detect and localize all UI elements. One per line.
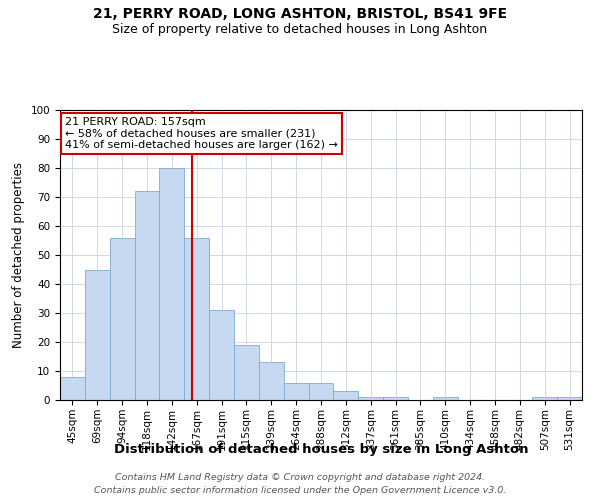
Bar (160, 168, 184, 400)
Y-axis label: Number of detached properties: Number of detached properties (12, 162, 25, 348)
Bar (85, 270, 110, 400)
Text: Distribution of detached houses by size in Long Ashton: Distribution of detached houses by size … (114, 442, 528, 456)
Bar (284, 382, 308, 400)
Bar (184, 238, 209, 400)
Text: Contains public sector information licensed under the Open Government Licence v3: Contains public sector information licen… (94, 486, 506, 495)
Bar (358, 397, 383, 400)
Text: Contains HM Land Registry data © Crown copyright and database right 2024.: Contains HM Land Registry data © Crown c… (115, 472, 485, 482)
Text: 21 PERRY ROAD: 157sqm
← 58% of detached houses are smaller (231)
41% of semi-det: 21 PERRY ROAD: 157sqm ← 58% of detached … (65, 117, 338, 150)
Bar (209, 310, 234, 400)
Text: Size of property relative to detached houses in Long Ashton: Size of property relative to detached ho… (112, 22, 488, 36)
Bar (110, 238, 134, 400)
Bar (234, 345, 259, 400)
Bar (60, 377, 85, 400)
Bar (308, 382, 334, 400)
Bar (259, 362, 284, 400)
Bar (134, 191, 160, 400)
Text: 21, PERRY ROAD, LONG ASHTON, BRISTOL, BS41 9FE: 21, PERRY ROAD, LONG ASHTON, BRISTOL, BS… (93, 8, 507, 22)
Bar (532, 397, 557, 400)
Bar (433, 397, 458, 400)
Bar (557, 397, 582, 400)
Bar (334, 392, 358, 400)
Bar (383, 397, 408, 400)
